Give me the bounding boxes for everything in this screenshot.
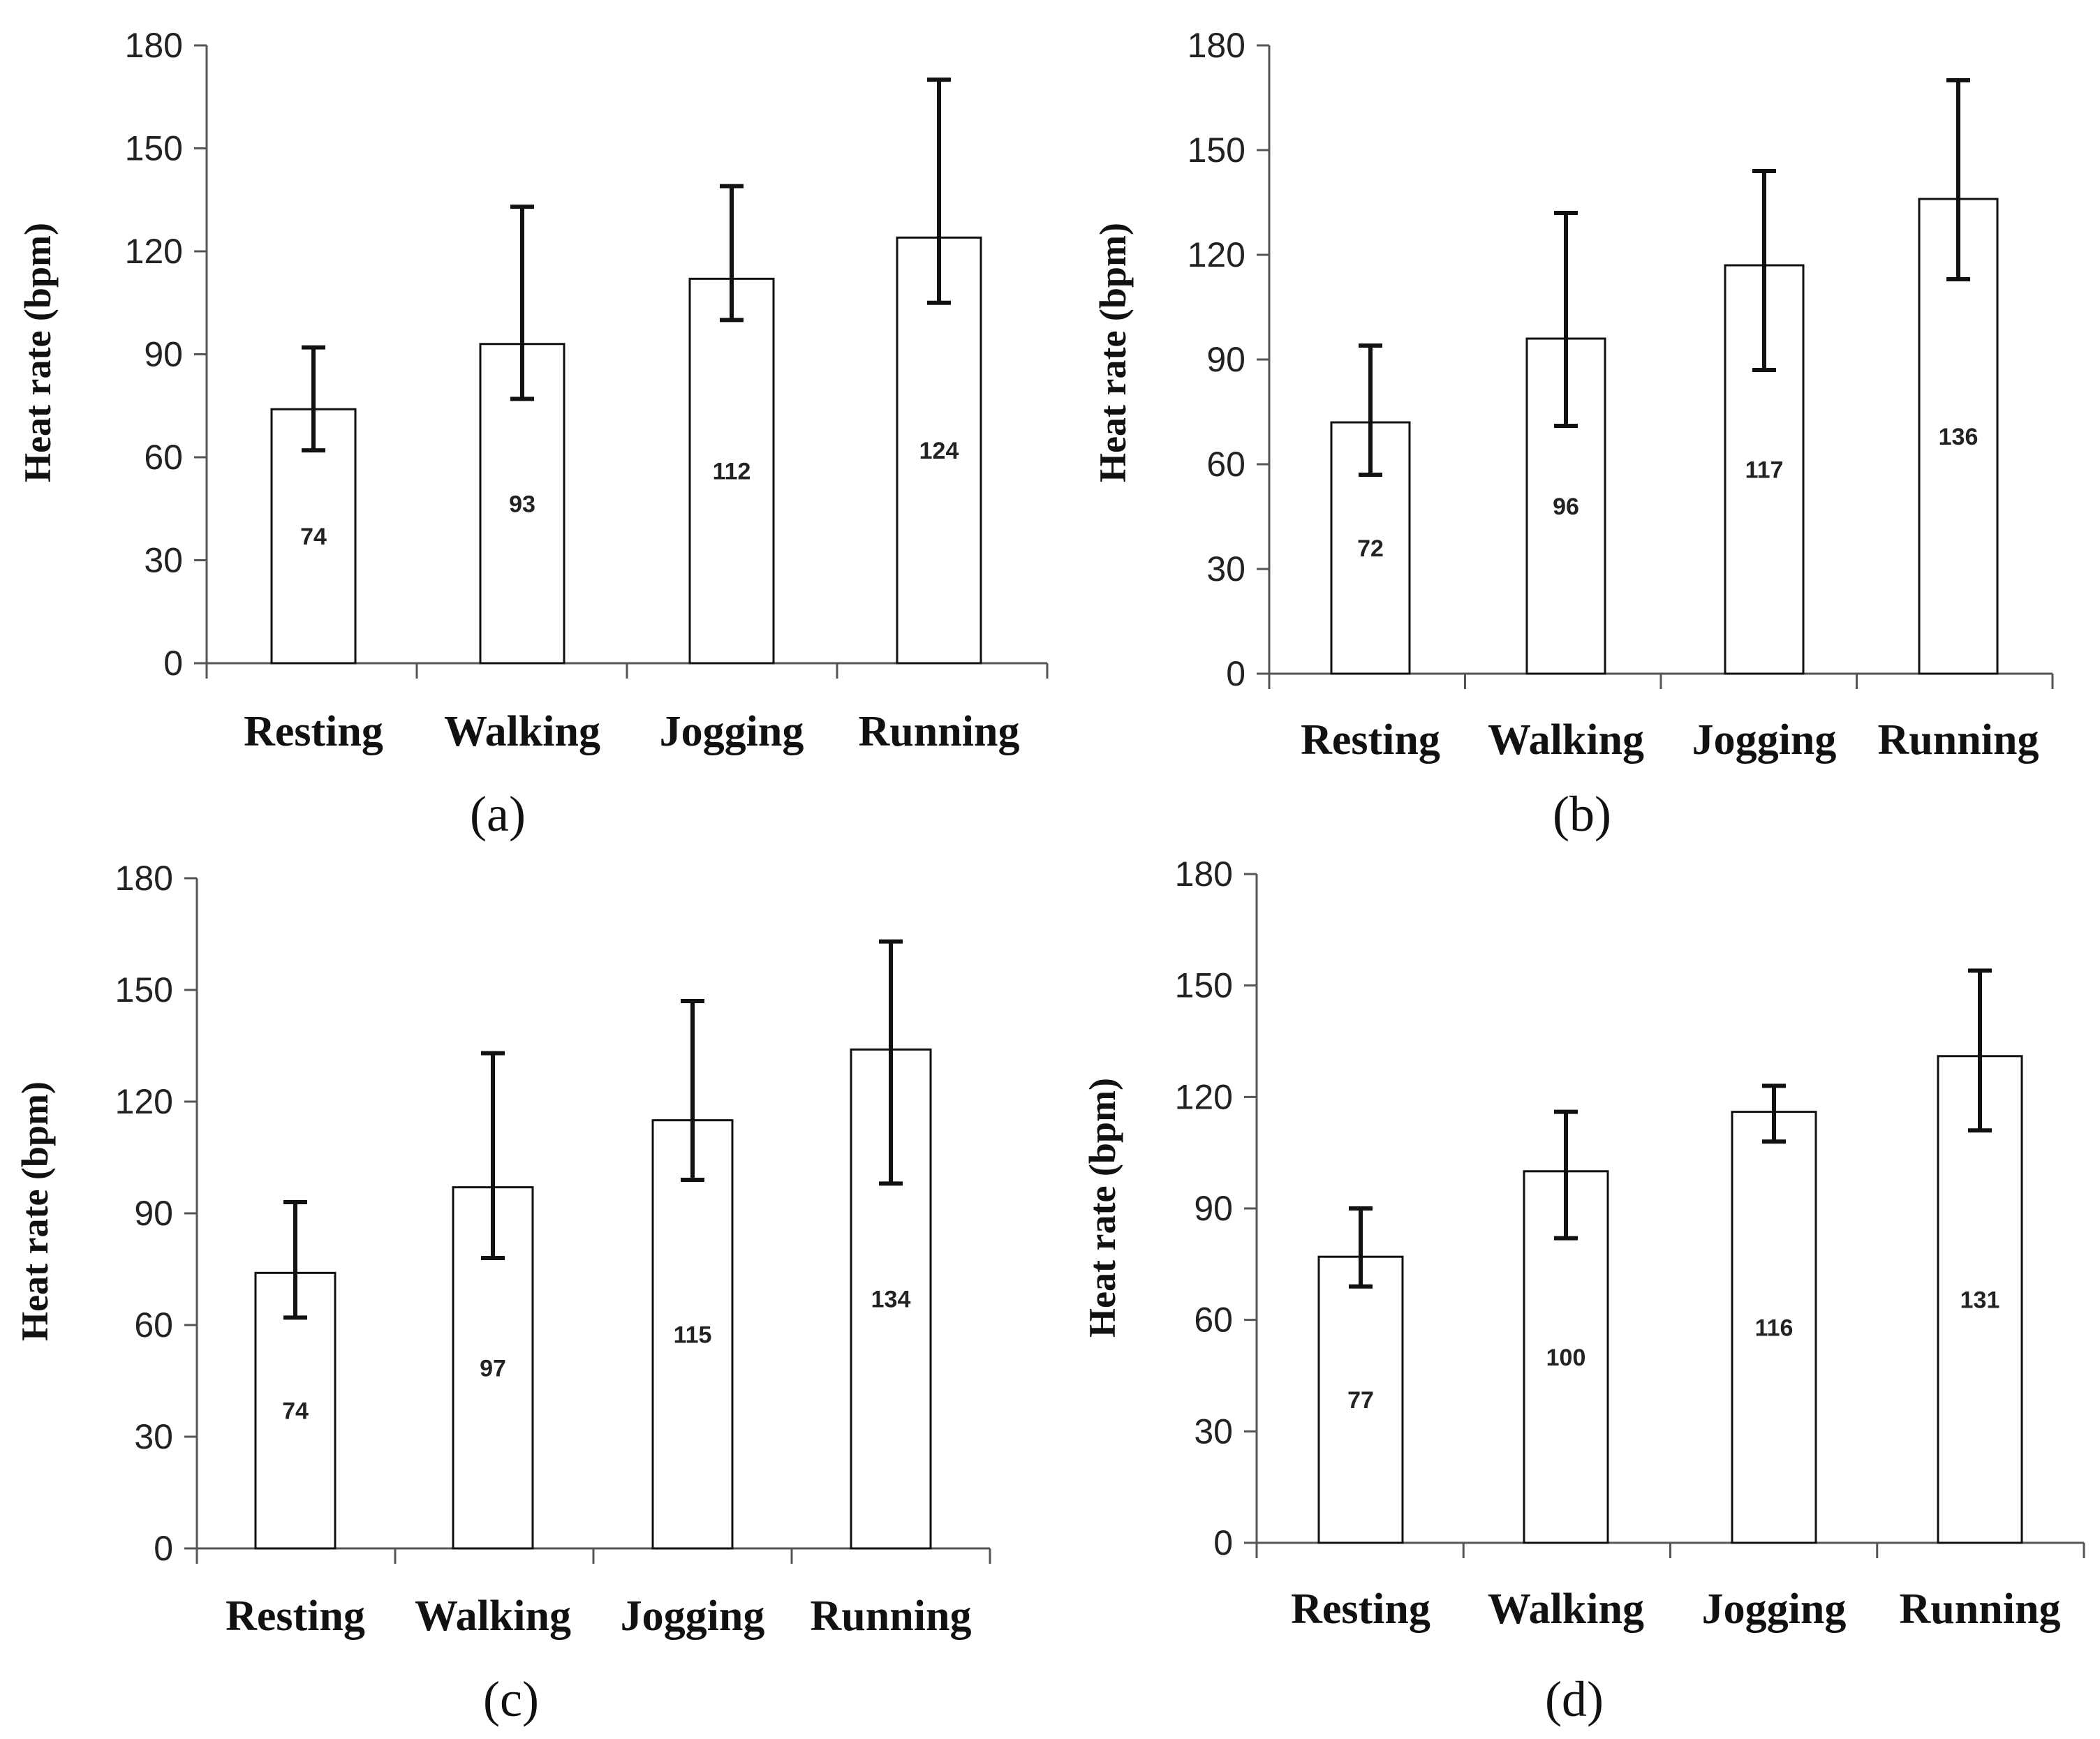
category-label: Jogging bbox=[660, 708, 804, 755]
value-label: 96 bbox=[1553, 494, 1579, 520]
y-tick-label: 90 bbox=[1206, 340, 1245, 379]
y-axis-title: Heat rate (bpm) bbox=[1092, 223, 1134, 482]
y-tick-label: 60 bbox=[144, 438, 183, 477]
y-tick-label: 180 bbox=[1188, 26, 1245, 65]
category-label: Resting bbox=[1301, 716, 1440, 764]
y-tick-label: 180 bbox=[115, 859, 173, 898]
y-tick-label: 60 bbox=[134, 1305, 173, 1345]
y-tick-label: 30 bbox=[144, 541, 183, 580]
category-label: Running bbox=[859, 708, 1020, 755]
panel-caption: (a) bbox=[470, 786, 526, 842]
y-tick-label: 150 bbox=[1175, 966, 1233, 1005]
category-label: Running bbox=[1878, 716, 2039, 764]
y-tick-label: 90 bbox=[144, 335, 183, 374]
bar-running bbox=[896, 236, 982, 665]
y-tick-label: 120 bbox=[1188, 235, 1245, 274]
y-tick-label: 120 bbox=[115, 1082, 173, 1121]
panel-caption: (b) bbox=[1553, 786, 1611, 842]
category-label: Walking bbox=[1488, 716, 1644, 764]
y-tick-label: 30 bbox=[1194, 1412, 1233, 1451]
category-label: Running bbox=[1900, 1585, 2061, 1633]
value-label: 131 bbox=[1960, 1287, 2000, 1313]
category-label: Running bbox=[811, 1592, 972, 1640]
category-label: Jogging bbox=[621, 1592, 765, 1640]
value-label: 124 bbox=[919, 438, 959, 464]
y-tick-label: 120 bbox=[125, 232, 183, 271]
y-tick-label: 30 bbox=[134, 1417, 173, 1456]
y-tick-label: 150 bbox=[115, 970, 173, 1009]
y-tick-label: 30 bbox=[1206, 549, 1245, 589]
category-label: Jogging bbox=[1692, 716, 1837, 764]
y-tick-label: 0 bbox=[154, 1529, 173, 1568]
chart-panel-a: 0 30 60 90 120 150 180 74 Resting 93 Walking 112 Jog… bbox=[17, 26, 1049, 842]
value-label: 115 bbox=[674, 1322, 712, 1348]
bar-running bbox=[1937, 1055, 2023, 1544]
category-label: Resting bbox=[225, 1592, 365, 1640]
y-axis-title: Heat rate (bpm) bbox=[17, 223, 59, 482]
category-label: Resting bbox=[1291, 1585, 1430, 1633]
chart-panel-d: 0 30 60 90 120 150 180 77 Resting 100 Walking 116 Jo… bbox=[1081, 854, 2085, 1727]
chart-panel-b: 0 30 60 90 120 150 180 72 Resting 96 Walking 117 Jog… bbox=[1092, 26, 2054, 842]
value-label: 116 bbox=[1755, 1315, 1794, 1341]
value-label: 74 bbox=[300, 524, 327, 550]
y-tick-label: 150 bbox=[1188, 131, 1245, 170]
category-label: Walking bbox=[415, 1592, 571, 1640]
y-tick-label: 150 bbox=[125, 129, 183, 168]
category-label: Jogging bbox=[1702, 1585, 1847, 1633]
bar-jogging bbox=[688, 277, 775, 665]
bar-jogging bbox=[1731, 1111, 1817, 1544]
category-label: Resting bbox=[244, 708, 383, 755]
value-label: 93 bbox=[509, 491, 535, 517]
y-axis-title: Heat rate (bpm) bbox=[1081, 1078, 1123, 1338]
panel-caption: (d) bbox=[1545, 1671, 1604, 1727]
y-tick-label: 0 bbox=[163, 644, 183, 683]
y-tick-label: 180 bbox=[125, 26, 183, 65]
value-label: 117 bbox=[1745, 457, 1784, 484]
value-label: 74 bbox=[282, 1398, 309, 1425]
value-label: 134 bbox=[871, 1287, 911, 1313]
y-tick-label: 90 bbox=[1194, 1189, 1233, 1228]
value-label: 72 bbox=[1357, 535, 1384, 562]
y-tick-label: 0 bbox=[1213, 1523, 1233, 1562]
y-tick-label: 0 bbox=[1226, 654, 1245, 693]
category-label: Walking bbox=[444, 708, 600, 755]
y-tick-label: 90 bbox=[134, 1194, 173, 1233]
category-label: Walking bbox=[1488, 1585, 1644, 1633]
panel-caption: (c) bbox=[483, 1671, 539, 1727]
value-label: 100 bbox=[1546, 1345, 1586, 1371]
value-label: 97 bbox=[480, 1355, 506, 1382]
y-tick-label: 60 bbox=[1194, 1301, 1233, 1340]
value-label: 112 bbox=[713, 459, 751, 485]
y-axis-title: Heat rate (bpm) bbox=[14, 1081, 56, 1341]
y-tick-label: 60 bbox=[1206, 445, 1245, 484]
chart-panel-c: 0 30 60 90 120 150 180 74 Resting 97 Walking 115 Jog… bbox=[14, 859, 991, 1727]
y-tick-label: 120 bbox=[1175, 1077, 1233, 1116]
value-label: 77 bbox=[1347, 1387, 1374, 1414]
value-label: 136 bbox=[1939, 424, 1979, 450]
y-tick-label: 180 bbox=[1175, 854, 1233, 894]
